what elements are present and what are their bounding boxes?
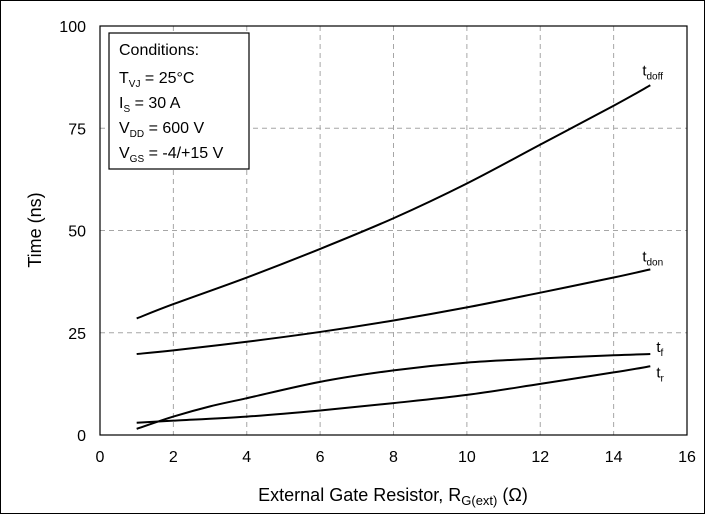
conditions-box-border [108, 32, 250, 170]
x-tick-label: 6 [316, 449, 325, 466]
x-tick-label: 4 [242, 449, 251, 466]
y-tick-label: 25 [68, 326, 86, 343]
x-tick-label: 10 [458, 449, 476, 466]
series-label-f: tf [656, 339, 663, 359]
y-tick-label: 0 [77, 428, 86, 445]
x-tick-label: 14 [605, 449, 623, 466]
condition-line-tvj: TVJ = 25°C [119, 70, 194, 90]
conditions-title: Conditions: [119, 42, 199, 59]
y-tick-label: 75 [68, 121, 86, 138]
series-labels: tdoff tdon tf tr [642, 62, 664, 384]
y-tick-label: 100 [59, 19, 86, 36]
condition-line-vdd: VDD = 600 V [119, 120, 205, 140]
tick-labels: 0 2 4 6 8 10 12 14 16 0 25 50 75 100 [59, 19, 696, 466]
series-label-doff: tdoff [642, 62, 663, 82]
x-tick-label: 2 [169, 449, 178, 466]
x-tick-label: 12 [531, 449, 549, 466]
series-group [136, 84, 651, 430]
series-line-don [136, 268, 651, 356]
condition-line-is: IS = 30 A [119, 95, 181, 115]
plot-area-border [99, 25, 688, 436]
conditions-box: Conditions: TVJ = 25°C IS = 30 A VDD = 6… [108, 32, 250, 170]
grid [100, 26, 687, 435]
y-axis-title: Time (ns) [25, 192, 45, 267]
series-line-r [136, 365, 651, 424]
x-tick-label: 16 [678, 449, 696, 466]
x-tick-label: 8 [389, 449, 398, 466]
x-axis-title: External Gate Resistor, RG(ext) (Ω) [258, 485, 528, 508]
y-tick-label: 50 [68, 224, 86, 241]
series-line-f [136, 353, 651, 430]
condition-line-vgs: VGS = -4/+15 V [119, 145, 224, 165]
x-tick-label: 0 [96, 449, 105, 466]
series-line-doff [136, 84, 651, 320]
series-label-don: tdon [642, 248, 663, 268]
series-label-r: tr [656, 364, 664, 384]
